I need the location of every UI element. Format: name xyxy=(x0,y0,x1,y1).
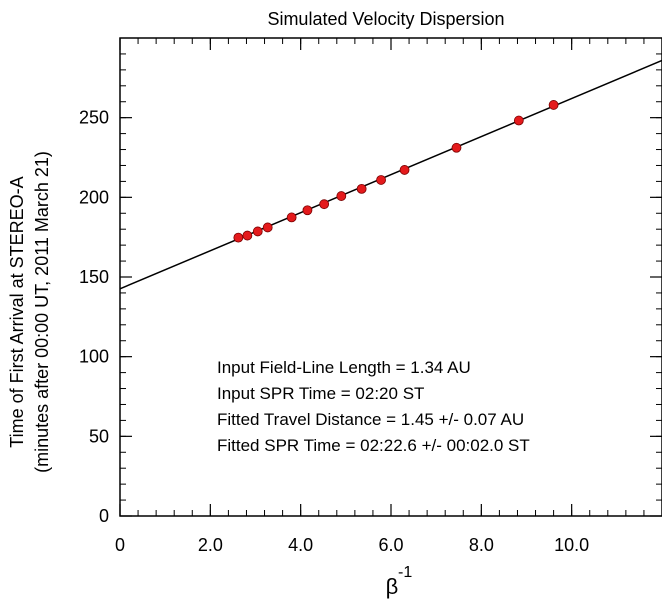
x-tick-label: 10.0 xyxy=(554,535,589,555)
x-tick-label: 6.0 xyxy=(378,535,403,555)
data-point xyxy=(233,232,244,243)
x-axis-label: β -1 xyxy=(386,564,413,599)
data-point xyxy=(336,191,347,201)
data-point xyxy=(302,205,313,216)
data-point xyxy=(242,230,253,241)
data-point xyxy=(252,226,263,237)
x-tick-label: 4.0 xyxy=(288,535,313,555)
x-axis-label-superscript: -1 xyxy=(398,564,412,581)
data-point xyxy=(286,212,297,223)
x-axis-label-base: β xyxy=(386,574,399,599)
y-tick-label: 250 xyxy=(79,108,109,128)
data-point xyxy=(376,175,386,185)
y-tick-label: 150 xyxy=(79,267,109,287)
y-tick-label: 200 xyxy=(79,187,109,207)
data-point xyxy=(451,142,462,153)
chart-title: Simulated Velocity Dispersion xyxy=(267,9,504,29)
data-point xyxy=(356,183,367,194)
data-point xyxy=(319,199,330,210)
x-tick-label: 2.0 xyxy=(198,535,223,555)
y-axis-label-line2: (minutes after 00:00 UT, 2011 March 21) xyxy=(32,151,52,473)
y-axis-label: Time of First Arrival at STEREO-A (minut… xyxy=(7,151,52,473)
annotation-line: Input SPR Time = 02:20 ST xyxy=(217,384,424,403)
annotation-line: Fitted Travel Distance = 1.45 +/- 0.07 A… xyxy=(217,410,524,429)
y-tick-label: 0 xyxy=(99,506,109,526)
y-axis-label-line1: Time of First Arrival at STEREO-A xyxy=(7,176,27,447)
data-point xyxy=(513,115,524,126)
data-point xyxy=(262,222,273,233)
y-tick-label: 50 xyxy=(89,426,109,446)
x-tick-label: 0 xyxy=(115,535,125,555)
x-tick-label: 8.0 xyxy=(469,535,494,555)
y-tick-label: 100 xyxy=(79,347,109,367)
annotation-line: Input Field-Line Length = 1.34 AU xyxy=(217,358,471,377)
fit-line xyxy=(119,59,662,290)
data-point xyxy=(399,165,410,175)
plot-frame xyxy=(119,37,662,517)
data-point xyxy=(548,100,559,110)
annotation-line: Fitted SPR Time = 02:22.6 +/- 00:02.0 ST xyxy=(217,436,530,455)
